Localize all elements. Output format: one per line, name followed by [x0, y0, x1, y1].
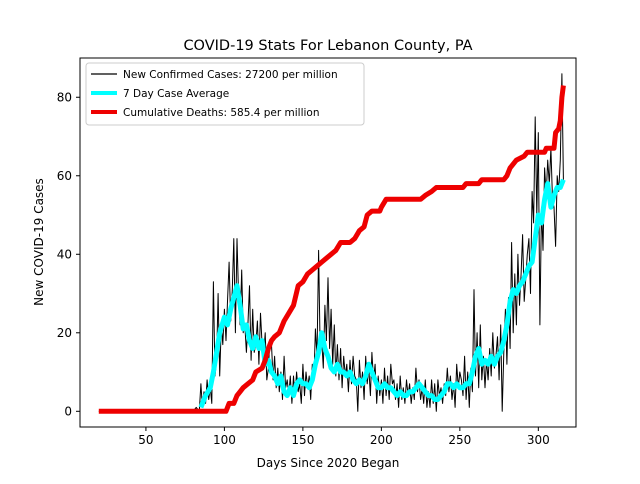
y-axis: 0 20 40 60 80	[57, 90, 80, 418]
x-axis-label: Days Since 2020 Began	[257, 456, 400, 470]
x-tick-label: 250	[448, 433, 471, 447]
x-tick-label: 100	[213, 433, 236, 447]
chart-title: COVID-19 Stats For Lebanon County, PA	[183, 38, 472, 54]
y-tick-label: 80	[57, 90, 72, 104]
plot-frame	[79, 57, 577, 428]
x-axis: 50 100 150 200 250 300	[138, 427, 550, 447]
x-tick-label: 150	[291, 433, 314, 447]
y-tick-label: 0	[64, 404, 72, 418]
y-tick-label: 20	[57, 326, 72, 340]
series-layer	[98, 73, 566, 414]
x-tick-label: 50	[138, 433, 153, 447]
legend-label-7-day-average: 7 Day Case Average	[123, 88, 229, 100]
y-tick-label: 60	[57, 169, 72, 183]
x-tick-label: 300	[527, 433, 550, 447]
legend-label-cumulative-deaths: Cumulative Deaths: 585.4 per million	[123, 107, 320, 119]
x-tick-label: 200	[370, 433, 393, 447]
legend-label-new-cases: New Confirmed Cases: 27200 per million	[123, 69, 338, 81]
y-axis-label: New COVID-19 Cases	[32, 178, 46, 306]
legend: New Confirmed Cases: 27200 per million 7…	[85, 62, 365, 126]
y-tick-label: 40	[57, 247, 72, 261]
legend-box	[85, 62, 365, 126]
cumulative-deaths-line	[98, 85, 566, 414]
